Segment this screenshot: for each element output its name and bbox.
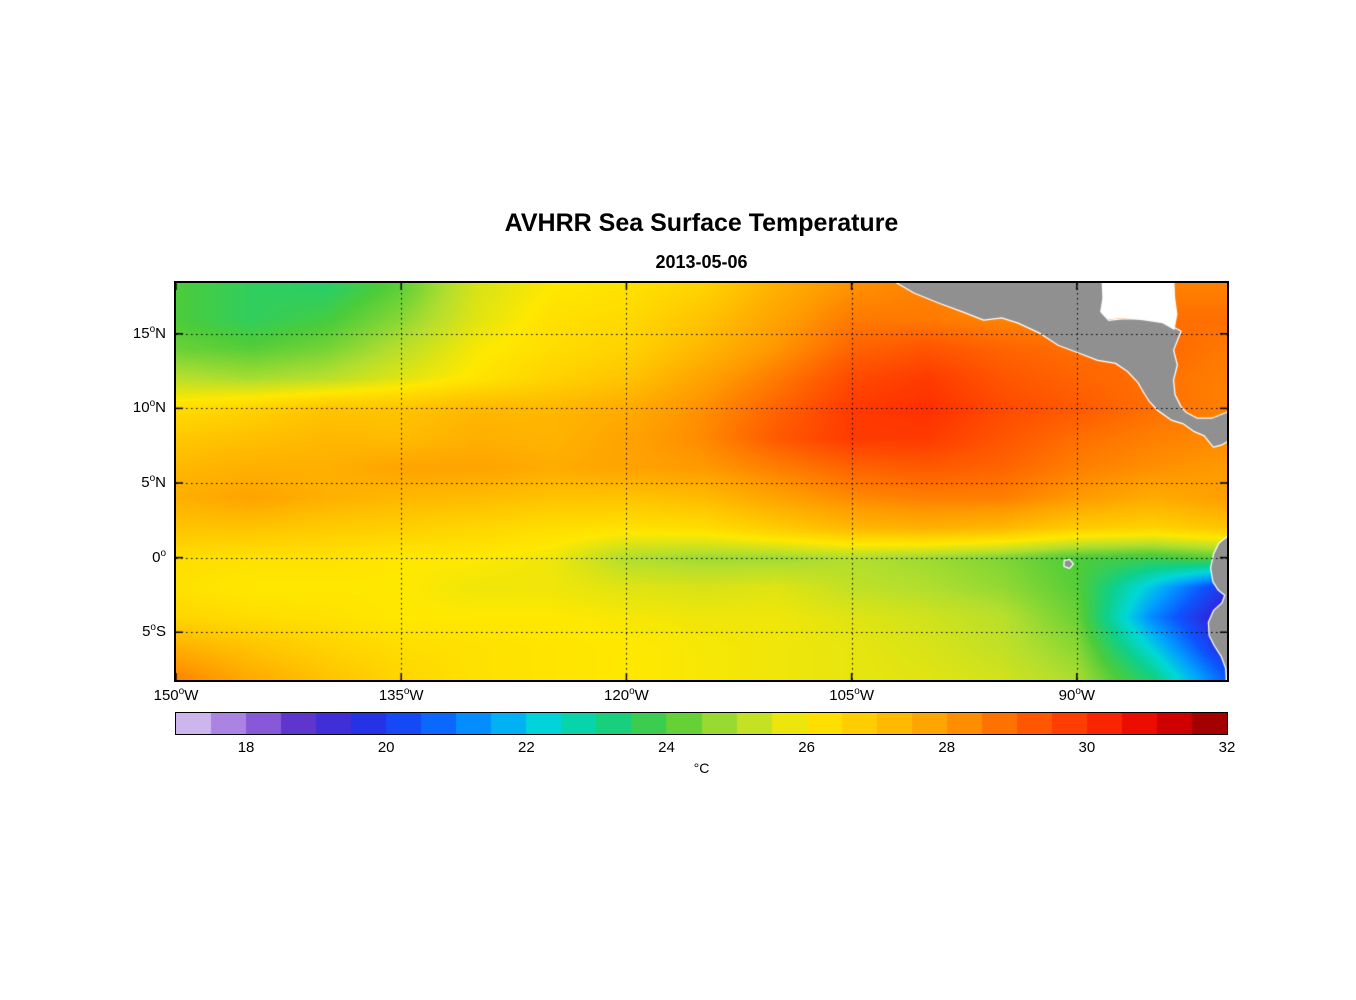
y-tick-label: 5oS: [142, 622, 166, 641]
chart-title: AVHRR Sea Surface Temperature: [504, 209, 899, 237]
colorbar-tick-label: 32: [1218, 739, 1236, 756]
colorbar-tick-label: 30: [1078, 739, 1096, 756]
y-tick-label: 15oN: [132, 323, 166, 342]
colorbar-tick-label: 22: [517, 739, 535, 756]
x-tick-label: 150oW: [153, 686, 199, 705]
colorbar-tick-label: 20: [377, 739, 395, 756]
colorbar-frame: [175, 712, 1228, 735]
colorbar-canvas: [176, 713, 1227, 734]
colorbar-tick-label: 24: [658, 739, 675, 756]
sst-map-frame: [174, 281, 1229, 682]
x-tick-label: 135oW: [378, 686, 424, 705]
y-tick-label: 0o: [152, 547, 166, 566]
y-tick-label: 5oN: [141, 472, 166, 491]
chart-subtitle: 2013-05-06: [655, 252, 748, 272]
colorbar-unit-label: °C: [693, 760, 710, 776]
x-tick-label: 90oW: [1058, 686, 1096, 705]
sst-heatmap-canvas: [176, 283, 1227, 680]
y-tick-label: 10oN: [132, 398, 166, 417]
x-tick-label: 120oW: [604, 686, 649, 705]
colorbar-tick-label: 28: [938, 739, 956, 756]
colorbar-tick-label: 18: [237, 739, 255, 756]
colorbar-tick-label: 26: [798, 739, 815, 756]
x-tick-label: 105oW: [829, 686, 875, 705]
